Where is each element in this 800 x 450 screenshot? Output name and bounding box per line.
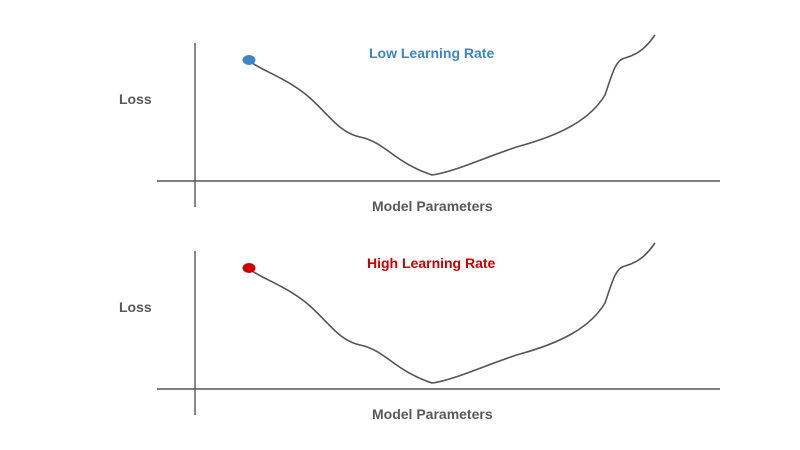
loss-curve-plot	[157, 34, 720, 207]
loss-curve-plot	[157, 242, 720, 415]
starting-point-marker	[242, 55, 256, 65]
chart-title: Low Learning Rate	[369, 45, 495, 61]
starting-point-marker	[242, 263, 256, 273]
chart-title: High Learning Rate	[367, 255, 496, 271]
high-learning-rate-panel: High Learning Rate Loss Model Parameters	[0, 208, 800, 433]
y-axis-label: Loss	[119, 91, 152, 107]
y-axis-label: Loss	[119, 299, 152, 315]
low-learning-rate-panel: Low Learning Rate Loss Model Parameters	[119, 34, 720, 214]
x-axis-label: Model Parameters	[372, 406, 493, 422]
x-axis-label: Model Parameters	[372, 198, 493, 214]
loss-curve	[248, 242, 656, 384]
loss-curve	[248, 34, 656, 176]
